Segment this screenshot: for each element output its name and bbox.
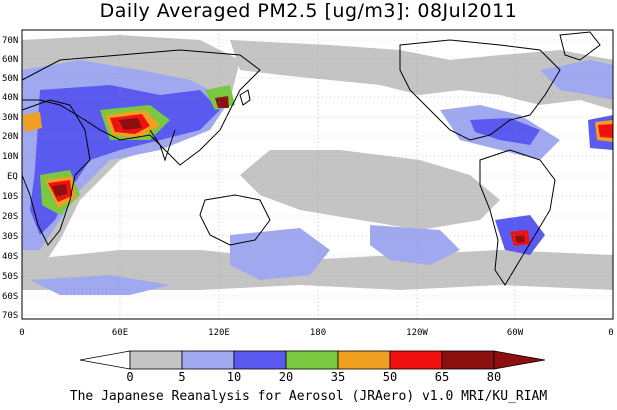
lat-label: 30N <box>2 113 18 123</box>
colorbar-tick-label: 50 <box>383 370 397 384</box>
lat-label: 50S <box>2 272 18 282</box>
gridlines <box>22 30 613 319</box>
lon-label: 120E <box>208 328 230 338</box>
lon-label: 0 <box>19 328 24 338</box>
lat-label: 70S <box>2 311 18 321</box>
lat-label: 40N <box>2 93 18 103</box>
colorbar-tick-label: 5 <box>178 370 185 384</box>
colorbar-tick-label: 80 <box>487 370 501 384</box>
colorbar: 0 5 10 20 35 50 65 80 <box>79 350 546 384</box>
lon-label: 60W <box>507 328 524 338</box>
colorbar-segment <box>441 350 495 370</box>
colorbar-segment <box>337 350 391 370</box>
colorbar-tick-label: 10 <box>227 370 241 384</box>
latitude-labels: 70N 60N 50N 40N 30N 20N 10N EQ 10S 20S 3… <box>2 36 18 321</box>
lat-label: 70N <box>2 36 18 46</box>
colorbar-tick-label: 65 <box>435 370 449 384</box>
map-frame <box>21 29 614 320</box>
colorbar-segment <box>285 350 339 370</box>
colorbar-tick-label: 35 <box>331 370 345 384</box>
lat-label: 60S <box>2 292 18 302</box>
lat-label: 30S <box>2 232 18 242</box>
lat-label: 50N <box>2 74 18 84</box>
lon-label: 180 <box>310 328 326 338</box>
lat-label: 10N <box>2 152 18 162</box>
lat-label: 10S <box>2 192 18 202</box>
lat-label: 20N <box>2 132 18 142</box>
footer-credit: The Japanese Reanalysis for Aerosol (JRA… <box>69 389 548 404</box>
pm25-field <box>22 35 613 295</box>
colorbar-segment <box>233 350 287 370</box>
colorbar-segment <box>493 350 546 370</box>
lon-label: 120W <box>406 328 428 338</box>
map-area <box>21 29 614 320</box>
page-title: Daily Averaged PM2.5 [ug/m3]: 08Jul2011 <box>99 0 518 22</box>
longitude-labels: 0 60E 120E 180 120W 60W 0 <box>19 328 613 338</box>
colorbar-segment <box>129 350 183 370</box>
coastlines <box>21 31 601 286</box>
lon-label: 0 <box>608 328 613 338</box>
lat-label: 40S <box>2 252 18 262</box>
colorbar-tick-label: 20 <box>279 370 293 384</box>
lat-label: 60N <box>2 55 18 65</box>
lon-label: 60E <box>112 328 128 338</box>
colorbar-segment <box>181 350 235 370</box>
colorbar-segment <box>79 350 131 370</box>
lat-label: 20S <box>2 212 18 222</box>
colorbar-tick-label: 0 <box>126 370 133 384</box>
lat-label: EQ <box>7 172 18 182</box>
colorbar-segment <box>389 350 443 370</box>
